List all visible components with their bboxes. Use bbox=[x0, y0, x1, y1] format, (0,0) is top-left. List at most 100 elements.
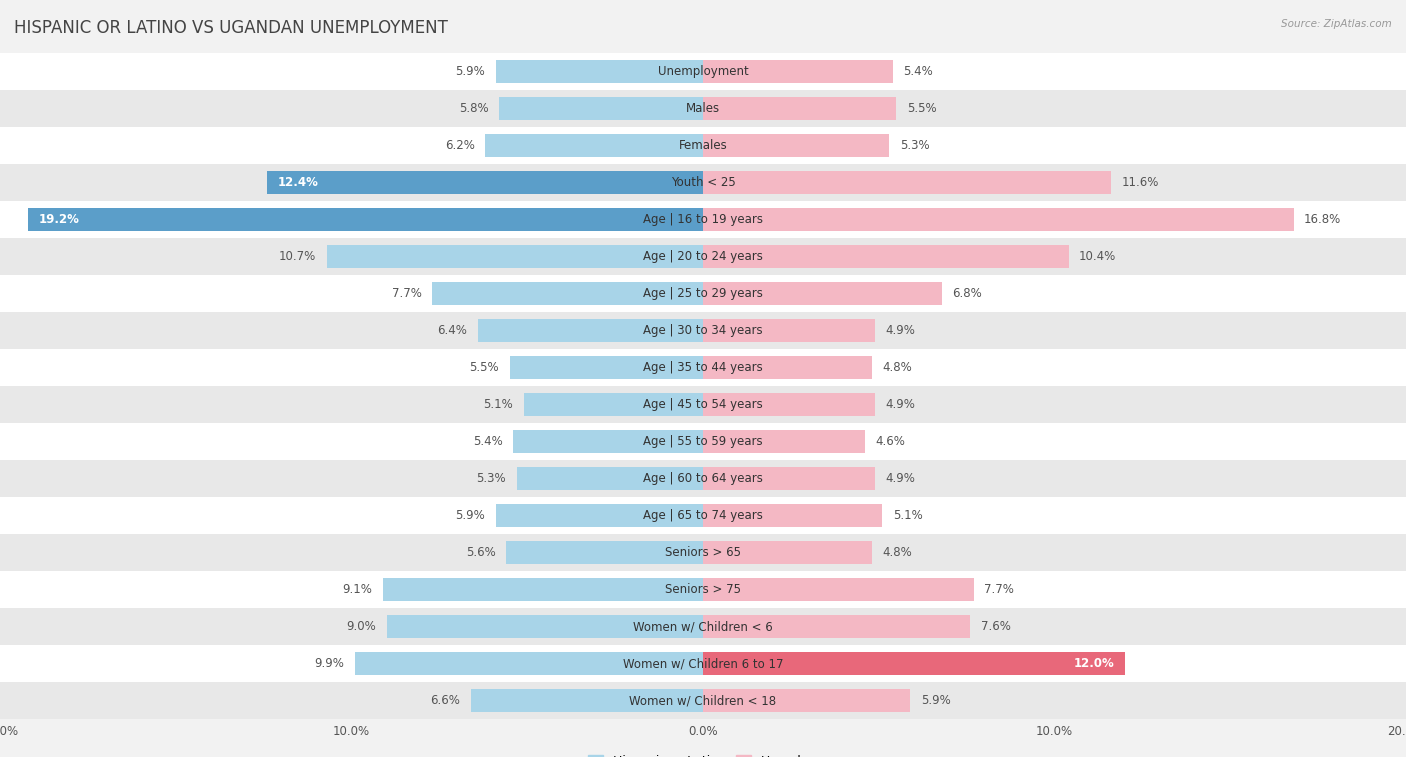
Bar bbox=[510, 356, 703, 379]
Legend: Hispanic or Latino, Ugandan: Hispanic or Latino, Ugandan bbox=[583, 750, 823, 757]
Bar bbox=[0, 201, 1406, 238]
Bar bbox=[0, 608, 1406, 645]
Bar bbox=[0, 53, 1406, 90]
Bar bbox=[499, 97, 703, 120]
Text: 5.6%: 5.6% bbox=[465, 546, 496, 559]
Bar bbox=[703, 356, 872, 379]
Bar bbox=[517, 467, 703, 490]
Text: Males: Males bbox=[686, 102, 720, 115]
Bar bbox=[496, 60, 703, 83]
Text: 6.6%: 6.6% bbox=[430, 694, 461, 707]
Bar bbox=[703, 578, 973, 601]
Text: Age | 25 to 29 years: Age | 25 to 29 years bbox=[643, 287, 763, 300]
Text: 5.4%: 5.4% bbox=[472, 435, 503, 448]
Text: Seniors > 65: Seniors > 65 bbox=[665, 546, 741, 559]
Text: 9.0%: 9.0% bbox=[346, 620, 375, 633]
Bar bbox=[0, 275, 1406, 312]
Text: 5.9%: 5.9% bbox=[456, 509, 485, 522]
Text: HISPANIC OR LATINO VS UGANDAN UNEMPLOYMENT: HISPANIC OR LATINO VS UGANDAN UNEMPLOYME… bbox=[14, 19, 449, 37]
Text: 4.9%: 4.9% bbox=[886, 472, 915, 485]
Bar bbox=[0, 164, 1406, 201]
Bar bbox=[703, 134, 889, 157]
Bar bbox=[0, 645, 1406, 682]
Bar bbox=[703, 615, 970, 638]
Bar bbox=[496, 504, 703, 527]
Text: 5.8%: 5.8% bbox=[458, 102, 489, 115]
Bar bbox=[354, 653, 703, 675]
Text: Age | 35 to 44 years: Age | 35 to 44 years bbox=[643, 361, 763, 374]
Bar bbox=[703, 467, 875, 490]
Bar bbox=[382, 578, 703, 601]
Text: 9.9%: 9.9% bbox=[315, 657, 344, 670]
Bar bbox=[703, 504, 883, 527]
Text: 4.6%: 4.6% bbox=[875, 435, 905, 448]
Text: 7.7%: 7.7% bbox=[392, 287, 422, 300]
Bar bbox=[0, 682, 1406, 719]
Bar bbox=[703, 282, 942, 305]
Bar bbox=[471, 689, 703, 712]
Bar bbox=[506, 541, 703, 564]
Text: 5.4%: 5.4% bbox=[904, 65, 934, 78]
Text: Age | 60 to 64 years: Age | 60 to 64 years bbox=[643, 472, 763, 485]
Bar bbox=[703, 208, 1294, 231]
Text: Females: Females bbox=[679, 139, 727, 152]
Bar bbox=[433, 282, 703, 305]
Bar bbox=[703, 245, 1069, 268]
Bar bbox=[703, 653, 1125, 675]
Text: 7.7%: 7.7% bbox=[984, 583, 1014, 596]
Text: Women w/ Children < 18: Women w/ Children < 18 bbox=[630, 694, 776, 707]
Bar bbox=[0, 460, 1406, 497]
Text: Seniors > 75: Seniors > 75 bbox=[665, 583, 741, 596]
Text: 11.6%: 11.6% bbox=[1122, 176, 1159, 189]
Bar bbox=[387, 615, 703, 638]
Text: 4.8%: 4.8% bbox=[883, 546, 912, 559]
Text: 5.5%: 5.5% bbox=[907, 102, 936, 115]
Text: 5.5%: 5.5% bbox=[470, 361, 499, 374]
Text: 4.9%: 4.9% bbox=[886, 398, 915, 411]
Bar bbox=[0, 349, 1406, 386]
Bar bbox=[328, 245, 703, 268]
Text: 19.2%: 19.2% bbox=[39, 213, 80, 226]
Text: Source: ZipAtlas.com: Source: ZipAtlas.com bbox=[1281, 19, 1392, 29]
Text: Age | 45 to 54 years: Age | 45 to 54 years bbox=[643, 398, 763, 411]
Text: Women w/ Children < 6: Women w/ Children < 6 bbox=[633, 620, 773, 633]
Text: Youth < 25: Youth < 25 bbox=[671, 176, 735, 189]
Text: 6.2%: 6.2% bbox=[444, 139, 475, 152]
Text: Age | 16 to 19 years: Age | 16 to 19 years bbox=[643, 213, 763, 226]
Text: 4.8%: 4.8% bbox=[883, 361, 912, 374]
Bar bbox=[703, 171, 1111, 194]
Bar bbox=[0, 238, 1406, 275]
Text: 4.9%: 4.9% bbox=[886, 324, 915, 337]
Bar bbox=[703, 60, 893, 83]
Bar bbox=[703, 393, 875, 416]
Bar bbox=[28, 208, 703, 231]
Text: 5.9%: 5.9% bbox=[456, 65, 485, 78]
Bar bbox=[0, 312, 1406, 349]
Text: 5.1%: 5.1% bbox=[893, 509, 922, 522]
Text: 6.8%: 6.8% bbox=[953, 287, 983, 300]
Text: 5.1%: 5.1% bbox=[484, 398, 513, 411]
Bar bbox=[267, 171, 703, 194]
Text: 5.9%: 5.9% bbox=[921, 694, 950, 707]
Text: 6.4%: 6.4% bbox=[437, 324, 467, 337]
Bar bbox=[703, 430, 865, 453]
Bar bbox=[0, 571, 1406, 608]
Bar bbox=[703, 541, 872, 564]
Text: Age | 55 to 59 years: Age | 55 to 59 years bbox=[643, 435, 763, 448]
Text: 12.0%: 12.0% bbox=[1074, 657, 1114, 670]
Text: Age | 20 to 24 years: Age | 20 to 24 years bbox=[643, 250, 763, 263]
Text: 10.4%: 10.4% bbox=[1080, 250, 1116, 263]
Bar bbox=[478, 319, 703, 342]
Bar bbox=[513, 430, 703, 453]
Bar bbox=[0, 127, 1406, 164]
Text: 5.3%: 5.3% bbox=[900, 139, 929, 152]
Text: Unemployment: Unemployment bbox=[658, 65, 748, 78]
Bar bbox=[0, 534, 1406, 571]
Text: Age | 30 to 34 years: Age | 30 to 34 years bbox=[643, 324, 763, 337]
Bar bbox=[0, 423, 1406, 460]
Bar bbox=[0, 90, 1406, 127]
Text: 5.3%: 5.3% bbox=[477, 472, 506, 485]
Bar bbox=[0, 497, 1406, 534]
Text: Age | 65 to 74 years: Age | 65 to 74 years bbox=[643, 509, 763, 522]
Text: Women w/ Children 6 to 17: Women w/ Children 6 to 17 bbox=[623, 657, 783, 670]
